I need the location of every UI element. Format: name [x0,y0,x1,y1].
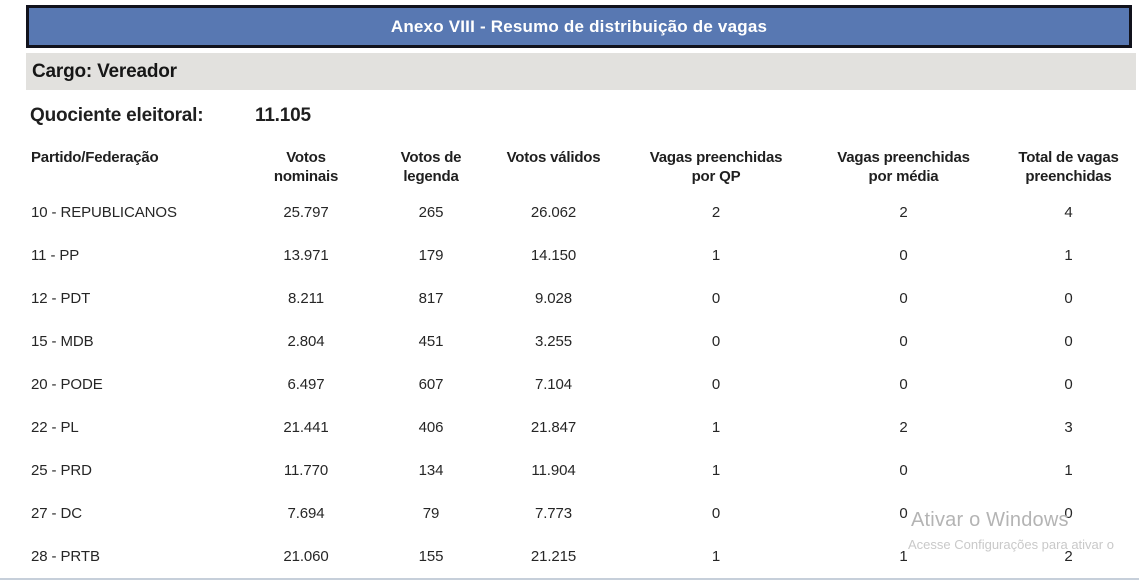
cell-votos-validos: 26.062 [530,204,577,221]
cell-votos-nominais: 7.694 [287,505,325,522]
cell-total-vagas: 1 [1064,247,1073,264]
cell-vagas-qp: 0 [711,290,721,307]
cell-vagas-media: 0 [899,290,908,307]
cell-votos-validos: 14.150 [530,247,577,264]
cell-votos-legenda: 265 [418,204,444,221]
cell-votos-legenda: 134 [418,462,444,479]
table-body: 10 - REPUBLICANOS 25.797 265 26.062 2 2 4 11 - … [26,191,1139,578]
cell-votos-legenda: 817 [418,290,444,307]
cell-votos-legenda: 155 [418,548,444,565]
cell-votos-legenda: 179 [418,247,444,264]
cell-partido: 25 - PRD [31,462,92,479]
cell-votos-legenda: 451 [418,333,444,350]
cell-total-vagas: 2 [1064,548,1073,565]
cell-vagas-qp: 1 [711,462,721,479]
cell-partido: 11 - PP [31,247,80,264]
cell-votos-nominais: 25.797 [283,204,329,221]
column-header-vagas-qp: Vagas preenchidas por QP [649,149,783,185]
cell-votos-legenda: 607 [418,376,444,393]
cell-votos-validos: 9.028 [534,290,573,307]
column-header-vagas-media: Vagas preenchidas por média [837,149,970,185]
table-row: 20 - PODE 6.497 607 7.104 0 0 0 [26,363,1139,406]
cell-total-vagas: 0 [1064,333,1073,350]
table-row: 10 - REPUBLICANOS 25.797 265 26.062 2 2 4 [26,191,1139,234]
table-row: 11 - PP 13.971 179 14.150 1 0 1 [26,234,1139,277]
column-header-partido: Partido/Federação [31,149,159,166]
cell-partido: 10 - REPUBLICANOS [31,204,177,221]
cell-votos-legenda: 79 [422,505,440,522]
cell-vagas-media: 0 [899,333,908,350]
page-bottom-divider [0,578,1139,580]
cell-partido: 28 - PRTB [31,548,100,565]
cell-vagas-qp: 0 [711,505,721,522]
cell-vagas-qp: 1 [711,548,721,565]
cell-total-vagas: 0 [1064,505,1073,522]
column-header-total-vagas: Total de vagas preenchidas [1018,149,1119,185]
cell-votos-legenda: 406 [418,419,444,436]
electoral-quotient-label: Quociente eleitoral: [30,105,204,126]
cell-votos-nominais: 6.497 [287,376,325,393]
column-header-votos-validos: Votos válidos [506,149,601,166]
report-title: Anexo VIII - Resumo de distribuição de v… [390,16,768,36]
cell-votos-validos: 21.847 [530,419,577,436]
cell-partido: 12 - PDT [31,290,91,307]
cell-partido: 20 - PODE [31,376,103,393]
cell-vagas-qp: 2 [711,204,721,221]
cell-votos-nominais: 2.804 [287,333,325,350]
table-row: 12 - PDT 8.211 817 9.028 0 0 0 [26,277,1139,320]
electoral-quotient-value: 11.105 [255,105,311,126]
cell-total-vagas: 4 [1064,204,1073,221]
cell-vagas-qp: 0 [711,376,721,393]
cell-vagas-media: 1 [899,548,908,565]
cell-vagas-media: 0 [899,376,908,393]
cell-votos-nominais: 21.060 [283,548,329,565]
cell-votos-validos: 7.104 [534,376,573,393]
cargo-bar: Cargo: Vereador [26,53,1136,90]
cell-total-vagas: 1 [1064,462,1073,479]
cell-votos-validos: 7.773 [534,505,573,522]
cell-votos-nominais: 8.211 [288,290,324,307]
table-row: 25 - PRD 11.770 134 11.904 1 0 1 [26,449,1139,492]
column-header-votos-legenda: Votos de legenda [400,149,462,185]
cell-vagas-media: 0 [899,505,908,522]
cell-partido: 15 - MDB [31,333,94,350]
table-row: 22 - PL 21.441 406 21.847 1 2 3 [26,406,1139,449]
cell-vagas-qp: 0 [711,333,721,350]
cell-total-vagas: 0 [1064,376,1073,393]
cell-votos-validos: 21.215 [530,548,577,565]
electoral-quotient-row: Quociente eleitoral: 11.105 [30,105,311,127]
cell-votos-validos: 3.255 [534,333,573,350]
cell-votos-validos: 11.904 [531,462,576,479]
windows-activation-watermark-title: Ativar o Windows [911,509,1069,531]
cell-partido: 22 - PL [31,419,79,436]
cell-votos-nominais: 21.441 [283,419,329,436]
cell-vagas-media: 0 [899,462,908,479]
cell-total-vagas: 3 [1064,419,1073,436]
table-row: 28 - PRTB 21.060 155 21.215 1 1 2 [26,535,1139,578]
cell-vagas-qp: 1 [711,247,721,264]
cell-total-vagas: 0 [1064,290,1073,307]
cell-vagas-qp: 1 [711,419,721,436]
cargo-label: Cargo: Vereador [32,60,177,82]
windows-activation-watermark-subtitle: Acesse Configurações para ativar o [908,537,1114,552]
cell-vagas-media: 2 [899,204,908,221]
cell-votos-nominais: 11.770 [283,462,329,479]
vacancy-distribution-table: Partido/Federação Votos nominais Votos de le… [26,145,1139,578]
cell-vagas-media: 2 [899,419,908,436]
table-row: 15 - MDB 2.804 451 3.255 0 0 0 [26,320,1139,363]
report-title-bar: Anexo VIII - Resumo de distribuição de v… [26,5,1132,48]
cell-vagas-media: 0 [899,247,908,264]
column-header-votos-nominais: Votos nominais [273,149,339,185]
table-header-row: Partido/Federação Votos nominais Votos de le… [26,145,1139,191]
cell-votos-nominais: 13.971 [283,247,329,264]
cell-partido: 27 - DC [31,505,82,522]
table-row: 27 - DC 7.694 79 7.773 0 0 0 [26,492,1139,535]
